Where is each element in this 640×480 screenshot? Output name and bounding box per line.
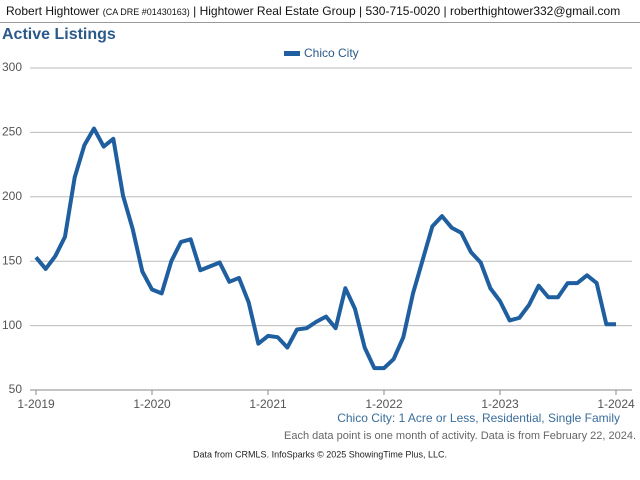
- y-tick-label: 100: [2, 318, 22, 332]
- x-tick-label: 1-2022: [365, 397, 403, 411]
- line: [34, 126, 616, 371]
- license: (CA DRE #01430163): [102, 7, 190, 17]
- x-tick-label: 1-2021: [249, 397, 287, 411]
- header: Robert Hightower (CA DRE #01430163) | Hi…: [0, 0, 640, 23]
- y-tick-label: 250: [2, 125, 22, 139]
- x-tick-label: 1-2020: [133, 397, 171, 411]
- details: | Hightower Real Estate Group | 530-715-…: [193, 4, 621, 18]
- y-tick-label: 200: [2, 189, 22, 203]
- legend-swatch: [284, 51, 300, 56]
- x-tick-label: 1-2023: [481, 397, 519, 411]
- x-tick-label: 1-2024: [597, 397, 635, 411]
- y-tick-label: 150: [2, 253, 22, 267]
- subtitle: Chico City: 1 Acre or Less, Residential,…: [337, 411, 620, 425]
- y-tick-label: 300: [2, 60, 22, 74]
- source: Data from CRMLS. InfoSparks © 2025 Showi…: [193, 449, 447, 459]
- x-tick-label: 1-2019: [17, 397, 55, 411]
- y-tick-label: 50: [9, 382, 23, 396]
- legend-label: Chico City: [304, 46, 359, 60]
- note: Each data point is one month of activity…: [284, 430, 636, 442]
- chart-title: Active Listings: [2, 26, 116, 43]
- agent-name: Robert Hightower: [6, 4, 100, 18]
